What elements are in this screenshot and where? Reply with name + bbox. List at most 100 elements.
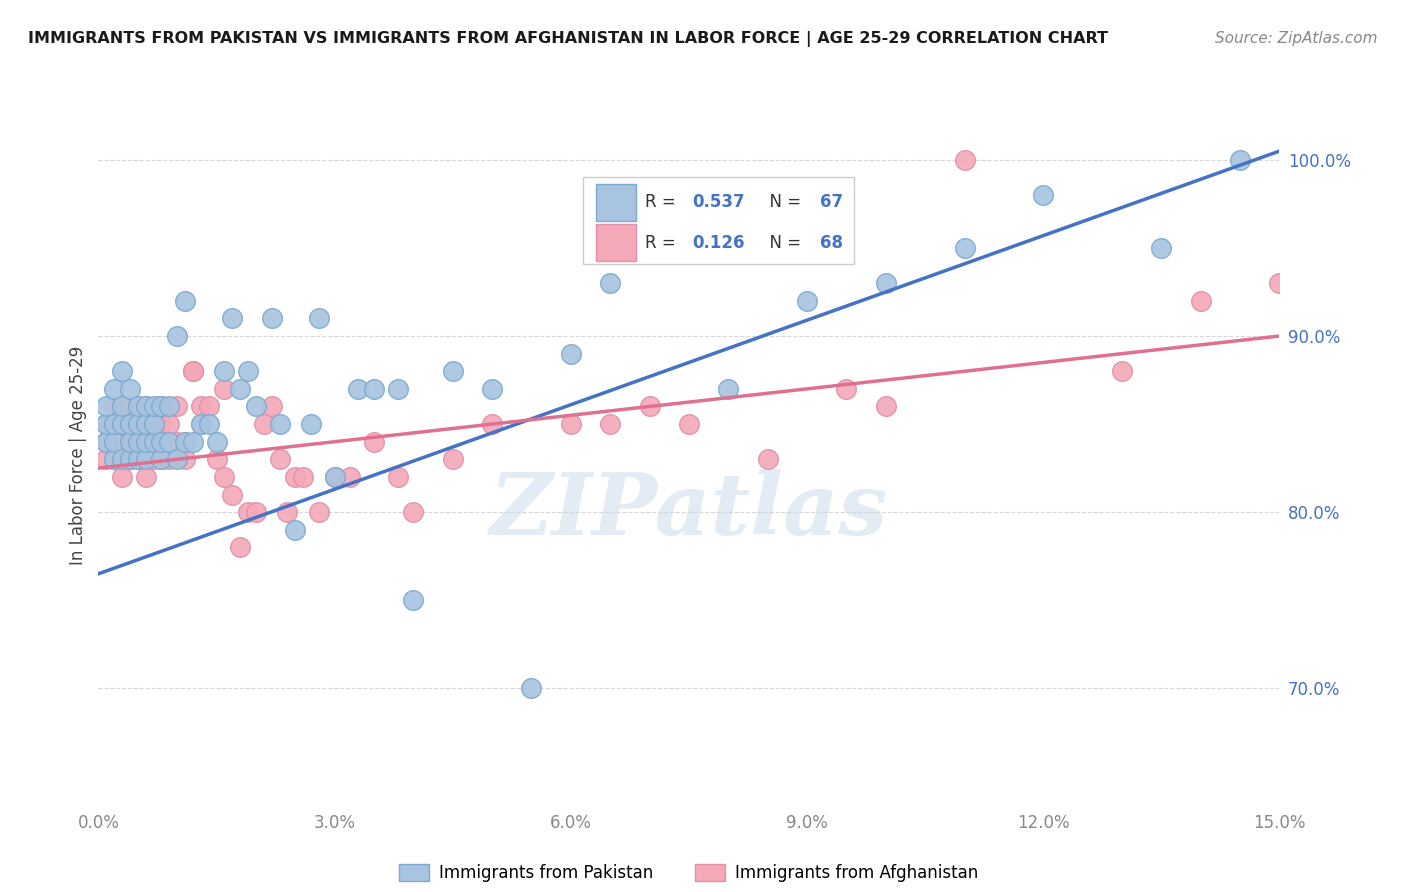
Point	[174, 452, 197, 467]
Point	[181, 434, 204, 449]
Point	[1189, 293, 1212, 308]
Point	[118, 434, 141, 449]
Point	[481, 382, 503, 396]
Point	[875, 276, 897, 290]
Point	[520, 681, 543, 696]
Point	[221, 311, 243, 326]
Point	[118, 382, 141, 396]
FancyBboxPatch shape	[596, 185, 636, 220]
Point	[142, 452, 165, 467]
Point	[103, 382, 125, 396]
Point	[229, 382, 252, 396]
Point	[127, 417, 149, 431]
Point	[103, 434, 125, 449]
Point	[111, 470, 134, 484]
Point	[347, 382, 370, 396]
Point	[174, 293, 197, 308]
Point	[150, 400, 173, 414]
Text: 68: 68	[820, 234, 844, 252]
Point	[229, 541, 252, 555]
Point	[118, 452, 141, 467]
Point	[363, 434, 385, 449]
Point	[142, 434, 165, 449]
Point	[796, 293, 818, 308]
Point	[323, 470, 346, 484]
Point	[135, 400, 157, 414]
Point	[402, 593, 425, 607]
Point	[214, 364, 236, 378]
Point	[142, 417, 165, 431]
Point	[205, 434, 228, 449]
Point	[111, 434, 134, 449]
Point	[236, 505, 259, 519]
Point	[221, 487, 243, 501]
Text: N =: N =	[759, 234, 806, 252]
Point	[387, 382, 409, 396]
Point	[269, 452, 291, 467]
Point	[190, 417, 212, 431]
Point	[142, 417, 165, 431]
Point	[166, 434, 188, 449]
Point	[181, 364, 204, 378]
Point	[253, 417, 276, 431]
Point	[638, 223, 661, 237]
Point	[111, 417, 134, 431]
Point	[197, 417, 219, 431]
Point	[560, 417, 582, 431]
Point	[127, 434, 149, 449]
Point	[717, 382, 740, 396]
Point	[190, 417, 212, 431]
Point	[260, 311, 283, 326]
Point	[953, 241, 976, 255]
Point	[953, 153, 976, 167]
Point	[166, 400, 188, 414]
Point	[214, 382, 236, 396]
Point	[1150, 241, 1173, 255]
Point	[96, 434, 118, 449]
Point	[678, 417, 700, 431]
Point	[103, 452, 125, 467]
Point	[269, 417, 291, 431]
Point	[150, 452, 173, 467]
FancyBboxPatch shape	[596, 225, 636, 260]
Point	[339, 470, 361, 484]
Point	[292, 470, 315, 484]
Text: N =: N =	[759, 194, 806, 211]
Point	[157, 417, 180, 431]
Point	[481, 417, 503, 431]
Point	[127, 434, 149, 449]
Point	[284, 523, 307, 537]
Point	[190, 400, 212, 414]
Point	[299, 417, 322, 431]
Point	[135, 452, 157, 467]
Point	[142, 434, 165, 449]
Point	[96, 434, 118, 449]
Point	[118, 434, 141, 449]
Text: R =: R =	[645, 194, 682, 211]
Point	[111, 452, 134, 467]
Point	[135, 434, 157, 449]
Point	[441, 364, 464, 378]
FancyBboxPatch shape	[582, 177, 855, 263]
Point	[756, 452, 779, 467]
Point	[150, 434, 173, 449]
Point	[284, 470, 307, 484]
Point	[260, 400, 283, 414]
Point	[135, 434, 157, 449]
Text: R =: R =	[645, 234, 682, 252]
Text: ZIPatlas: ZIPatlas	[489, 469, 889, 552]
Point	[402, 505, 425, 519]
Point	[599, 276, 621, 290]
Point	[308, 311, 330, 326]
Point	[127, 452, 149, 467]
Point	[135, 400, 157, 414]
Point	[96, 400, 118, 414]
Point	[150, 400, 173, 414]
Point	[245, 505, 267, 519]
Text: 0.537: 0.537	[693, 194, 745, 211]
Point	[103, 417, 125, 431]
Point	[96, 417, 118, 431]
Point	[150, 417, 173, 431]
Y-axis label: In Labor Force | Age 25-29: In Labor Force | Age 25-29	[69, 345, 87, 565]
Point	[560, 346, 582, 360]
